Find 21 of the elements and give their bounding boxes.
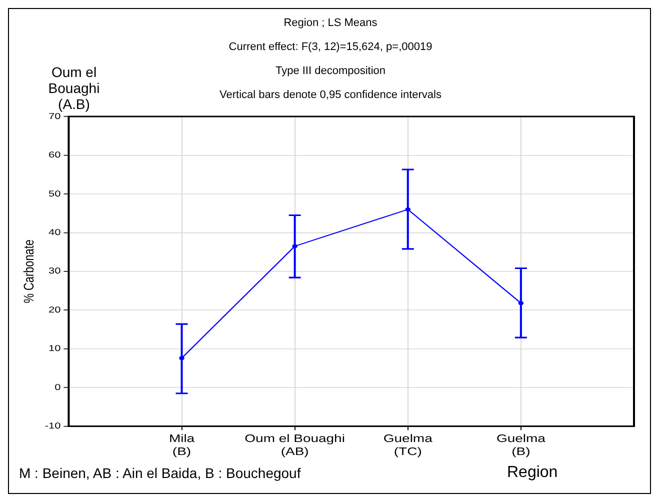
- y-tick-label: -10: [44, 422, 62, 432]
- x-tick-label: Guelma (B): [496, 432, 546, 458]
- x-tick-label: Guelma (TC): [383, 432, 432, 458]
- x-axis-title: Region: [507, 464, 558, 482]
- text: Oum el Bouaghi (A.B): [47, 64, 101, 112]
- x-tick-label: Mila (B): [168, 432, 195, 458]
- text: M : Beinen, AB : Ain el Baida, B : Bouchegouf: [19, 465, 301, 482]
- y-tick-label: 20: [48, 306, 62, 316]
- y-tick-label: 70: [48, 112, 62, 122]
- text: Type III decomposition: [275, 65, 386, 77]
- y-tick-label: 60: [48, 150, 62, 160]
- y-tick-label: 0: [54, 382, 62, 393]
- y-tick-label: 40: [48, 228, 62, 238]
- y-tick-label: 50: [48, 189, 62, 199]
- y-tick-label: 10: [48, 344, 62, 354]
- y-axis-title: % Carbonate: [20, 240, 37, 304]
- x-tick-label: Oum el Bouaghi (AB): [244, 432, 345, 458]
- text: Vertical bars denote 0,95 confidence intervals: [220, 89, 442, 101]
- chart-title: Region ; LS Means: [282, 17, 378, 29]
- y-tick-label: 30: [48, 266, 62, 276]
- chart-subtitle: Current effect: F(3, 12)=15,624, p=,00019: [228, 41, 434, 53]
